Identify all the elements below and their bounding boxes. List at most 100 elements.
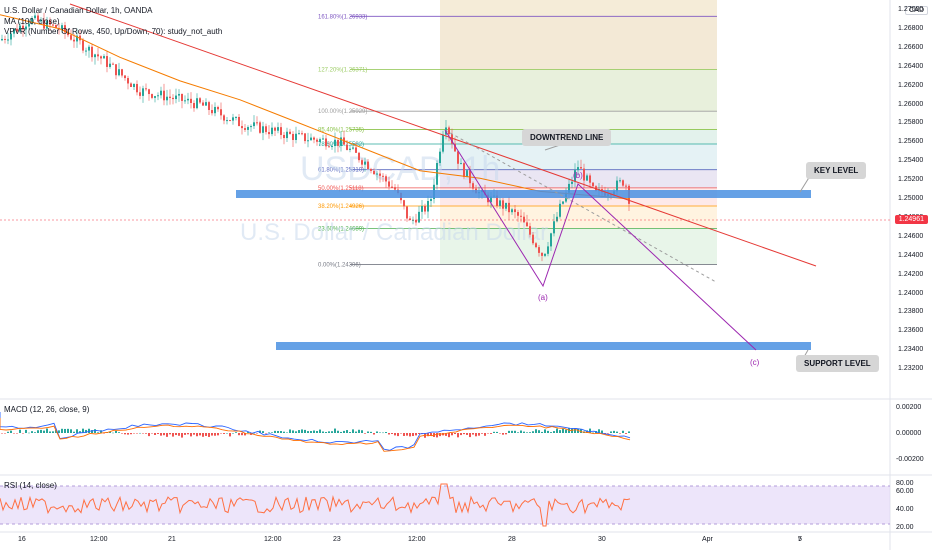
candle-body (583, 168, 585, 181)
fib-trend-dashed-line[interactable] (444, 129, 717, 283)
candle-body (418, 211, 420, 223)
macd-histogram-bar (469, 433, 471, 438)
key-level-callout[interactable]: KEY LEVEL (806, 162, 867, 179)
support-level-zone[interactable] (276, 342, 811, 350)
macd-histogram-bar (34, 432, 36, 433)
macd-histogram-bar (598, 429, 600, 433)
macd-histogram-bar (322, 431, 324, 433)
fib-level-label: 61.80%(1.25310) (318, 168, 364, 174)
candle-body (325, 138, 327, 147)
macd-histogram-bar (517, 432, 519, 433)
candle-body (133, 83, 135, 88)
downtrend-line-callout[interactable]: DOWNTREND LINE (522, 129, 612, 146)
macd-histogram-bar (355, 431, 357, 433)
candle-body (421, 206, 423, 212)
macd-histogram-bar (70, 429, 72, 433)
candle-body (103, 56, 105, 59)
macd-histogram-bar (76, 429, 78, 433)
macd-histogram-bar (481, 433, 483, 434)
wave-c-label[interactable]: (c) (750, 358, 760, 367)
candle-body (28, 23, 30, 27)
candle-body (22, 25, 24, 30)
price-axis-label: 1.26800 (898, 24, 924, 32)
ma-legend[interactable]: MA (100, close) (4, 17, 60, 26)
wave-a-label[interactable]: (a) (538, 293, 548, 302)
currency-badge[interactable]: CAD (905, 6, 928, 15)
macd-histogram-bar (499, 433, 501, 434)
macd-histogram-bar (496, 431, 498, 433)
macd-histogram-bar (325, 432, 327, 433)
elliott-wave-path[interactable] (444, 129, 757, 351)
candle-body (265, 126, 267, 133)
symbol-legend[interactable]: U.S. Dollar / Canadian Dollar, 1h, OANDA (4, 6, 153, 15)
candle-body (427, 201, 429, 212)
vpvr-legend[interactable]: VPVR (Number Of Rows, 450, Up/Down, 70):… (4, 27, 223, 36)
macd-histogram-bar (568, 428, 570, 433)
rsi-line[interactable] (0, 483, 631, 527)
macd-histogram-bar (214, 433, 216, 436)
macd-histogram-bar (307, 431, 309, 433)
rsi-axis-label: 80.00 (896, 480, 914, 487)
macd-histogram-bar (64, 428, 66, 433)
macd-pane[interactable] (0, 412, 631, 452)
candle-body (118, 69, 120, 76)
macd-histogram-bar (286, 432, 288, 433)
macd-histogram-bar (484, 433, 486, 436)
wave-b-label[interactable]: (b) (573, 171, 583, 180)
last-price-tag: 1.24961 (894, 215, 928, 224)
macd-histogram-bar (31, 431, 33, 433)
candle-body (160, 90, 162, 96)
time-axis-label: 21 (168, 536, 176, 543)
macd-axis-label: 0.00000 (896, 430, 922, 437)
macd-histogram-bar (118, 432, 120, 433)
candle-body (121, 69, 123, 76)
macd-histogram-bar (67, 428, 69, 433)
candle-body (193, 103, 195, 109)
fib-band (440, 111, 717, 130)
candle-body (178, 93, 180, 96)
macd-histogram-bar (187, 433, 189, 435)
macd-histogram-bar (436, 433, 438, 438)
candle-body (184, 100, 186, 102)
candle-body (358, 152, 360, 161)
candle-body (304, 133, 306, 142)
macd-histogram-bar (157, 433, 159, 434)
support-level-callout[interactable]: SUPPORT LEVEL (796, 355, 879, 372)
price-axis-label: 1.24000 (898, 289, 924, 297)
candle-body (187, 98, 189, 101)
price-axis-label: 1.26600 (898, 43, 924, 51)
price-axis-label: 1.23800 (898, 308, 924, 316)
macd-signal-line[interactable] (0, 418, 631, 452)
candle-body (466, 170, 468, 178)
macd-histogram-bar (553, 431, 555, 433)
downtrend-line[interactable] (69, 3, 817, 267)
macd-histogram-bar (289, 429, 291, 433)
candle-body (127, 78, 129, 84)
candle-body (202, 102, 204, 106)
candle-body (61, 25, 63, 30)
macd-histogram-bar (532, 431, 534, 433)
macd-histogram-bar (463, 433, 465, 435)
macd-histogram-bar (448, 433, 450, 438)
candle-body (67, 32, 69, 36)
macd-histogram-bar (334, 428, 336, 433)
macd-histogram-bar (298, 430, 300, 433)
rsi-legend[interactable]: RSI (14, close) (4, 481, 57, 490)
candle-body (520, 215, 522, 217)
macd-histogram-bar (94, 429, 96, 433)
macd-histogram-bar (79, 431, 81, 433)
price-axis-label: 1.25000 (898, 195, 924, 202)
candle-body (43, 19, 45, 29)
macd-histogram-bar (520, 430, 522, 433)
candle-body (214, 106, 216, 114)
key-level-zone[interactable] (236, 190, 811, 198)
candle-body (307, 140, 309, 142)
macd-line[interactable] (0, 412, 631, 451)
macd-histogram-bar (340, 431, 342, 433)
candle-body (220, 109, 222, 116)
macd-histogram-bar (127, 433, 129, 435)
candle-body (268, 132, 270, 135)
macd-legend[interactable]: MACD (12, 26, close, 9) (4, 405, 90, 414)
